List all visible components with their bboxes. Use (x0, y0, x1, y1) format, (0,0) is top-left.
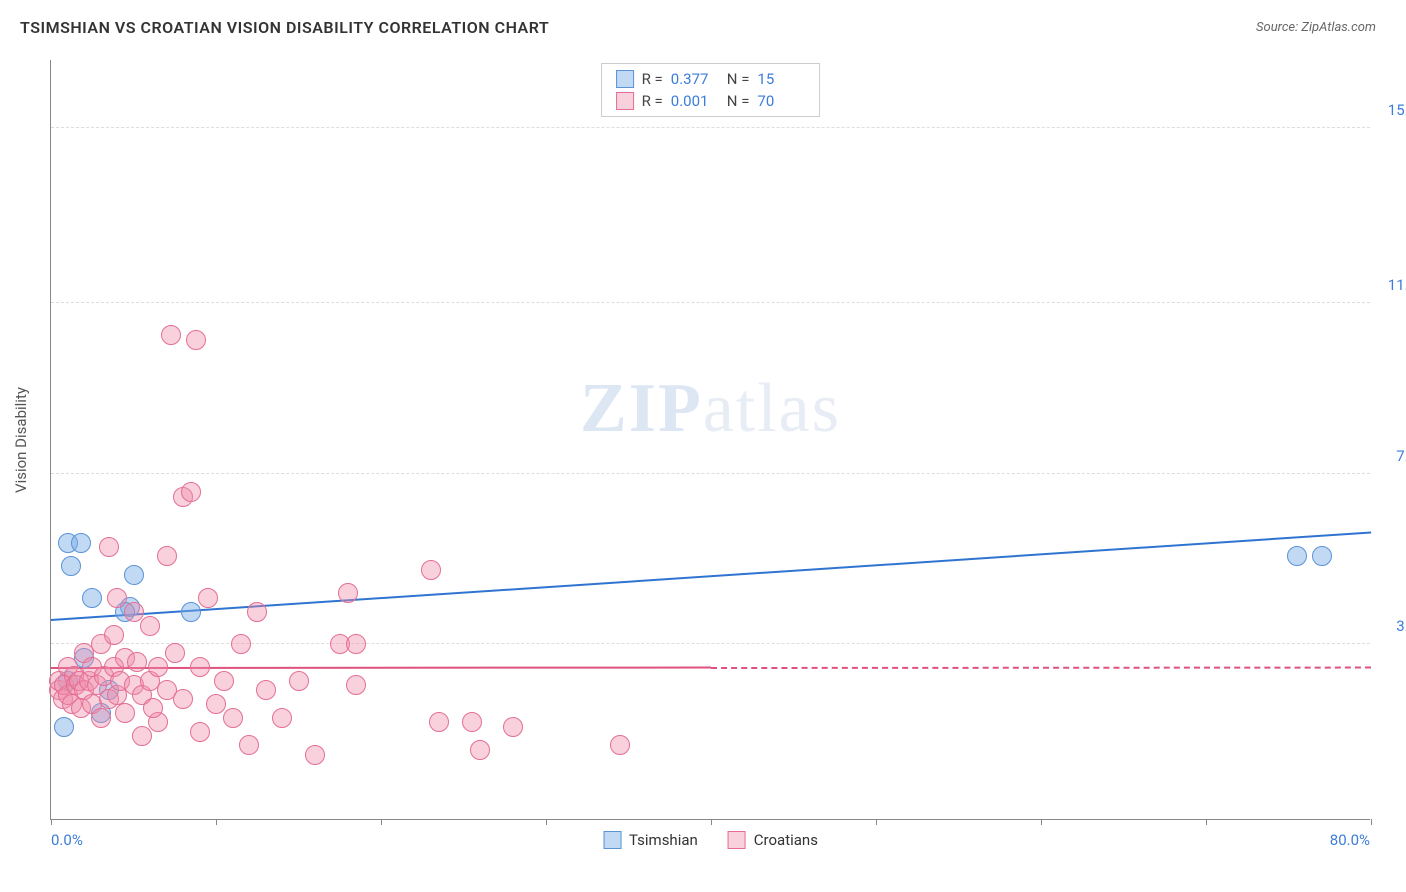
scatter-point (421, 560, 441, 580)
scatter-point (104, 625, 124, 645)
y-axis-title: Vision Disability (12, 387, 30, 493)
legend-row: R = 0.001 N = 70 (610, 90, 812, 112)
scatter-point (71, 533, 91, 553)
legend-swatch (616, 70, 634, 88)
scatter-point (470, 740, 490, 760)
legend-r-value: 0.377 (671, 70, 719, 88)
scatter-point (338, 583, 358, 603)
legend-r-value: 0.001 (671, 92, 719, 110)
x-tick (1041, 819, 1042, 825)
scatter-point (54, 717, 74, 737)
scatter-point (99, 537, 119, 557)
scatter-point (143, 698, 163, 718)
x-tick (546, 819, 547, 825)
legend-n-value: 15 (757, 70, 805, 88)
scatter-point (198, 588, 218, 608)
scatter-point (61, 556, 81, 576)
correlation-legend: R = 0.377 N = 15 R = 0.001 N = 70 (601, 63, 821, 117)
scatter-point (223, 708, 243, 728)
scatter-point (247, 602, 267, 622)
scatter-point (305, 745, 325, 765)
chart-header: TSIMSHIAN VS CROATIAN VISION DISABILITY … (0, 0, 1406, 47)
y-tick-label: 3.8% (1396, 617, 1406, 635)
scatter-point (289, 671, 309, 691)
scatter-point (140, 616, 160, 636)
gridline (51, 127, 1370, 128)
scatter-point (429, 712, 449, 732)
scatter-point (161, 325, 181, 345)
y-tick-label: 11.2% (1388, 276, 1406, 294)
scatter-point (1312, 546, 1332, 566)
legend-n-label: N = (727, 92, 750, 110)
scatter-point (148, 657, 168, 677)
watermark: ZIPatlas (580, 369, 841, 449)
y-tick-label: 15.0% (1388, 101, 1406, 119)
legend-item: Croatians (728, 831, 818, 849)
scatter-point (165, 643, 185, 663)
trend-line (711, 666, 1371, 668)
scatter-point (1287, 546, 1307, 566)
scatter-point (256, 680, 276, 700)
scatter-point (124, 602, 144, 622)
x-axis-max-label: 80.0% (1330, 831, 1370, 849)
x-tick (51, 819, 52, 825)
y-tick-label: 7.5% (1396, 447, 1406, 465)
legend-n-value: 70 (757, 92, 805, 110)
x-axis-min-label: 0.0% (51, 831, 83, 849)
chart-title: TSIMSHIAN VS CROATIAN VISION DISABILITY … (20, 18, 549, 37)
scatter-point (107, 588, 127, 608)
scatter-point (127, 652, 147, 672)
scatter-point (346, 675, 366, 695)
x-tick (1371, 819, 1372, 825)
scatter-point (190, 657, 210, 677)
scatter-point (157, 546, 177, 566)
x-tick (216, 819, 217, 825)
x-tick (876, 819, 877, 825)
x-tick (711, 819, 712, 825)
scatter-point (132, 726, 152, 746)
scatter-point (115, 703, 135, 723)
legend-r-label: R = (642, 92, 663, 110)
legend-swatch (603, 831, 621, 849)
series-legend: Tsimshian Croatians (603, 831, 818, 849)
gridline (51, 302, 1370, 303)
scatter-point (231, 634, 251, 654)
scatter-point (181, 482, 201, 502)
scatter-point (190, 722, 210, 742)
chart-source: Source: ZipAtlas.com (1256, 20, 1376, 35)
scatter-point (206, 694, 226, 714)
legend-label: Croatians (754, 831, 818, 849)
scatter-point (181, 602, 201, 622)
legend-item: Tsimshian (603, 831, 698, 849)
scatter-point (239, 735, 259, 755)
legend-label: Tsimshian (629, 831, 698, 849)
legend-row: R = 0.377 N = 15 (610, 68, 812, 90)
scatter-point (173, 689, 193, 709)
scatter-point (124, 565, 144, 585)
legend-swatch (728, 831, 746, 849)
scatter-chart: ZIPatlas Vision Disability 0.0% 80.0% 3.… (50, 60, 1370, 820)
legend-r-label: R = (642, 70, 663, 88)
scatter-point (91, 708, 111, 728)
x-tick (381, 819, 382, 825)
scatter-point (272, 708, 292, 728)
gridline (51, 473, 1370, 474)
scatter-point (503, 717, 523, 737)
scatter-point (610, 735, 630, 755)
legend-swatch (616, 92, 634, 110)
scatter-point (462, 712, 482, 732)
scatter-point (346, 634, 366, 654)
legend-n-label: N = (727, 70, 750, 88)
scatter-point (82, 588, 102, 608)
scatter-point (214, 671, 234, 691)
x-tick (1206, 819, 1207, 825)
scatter-point (186, 330, 206, 350)
